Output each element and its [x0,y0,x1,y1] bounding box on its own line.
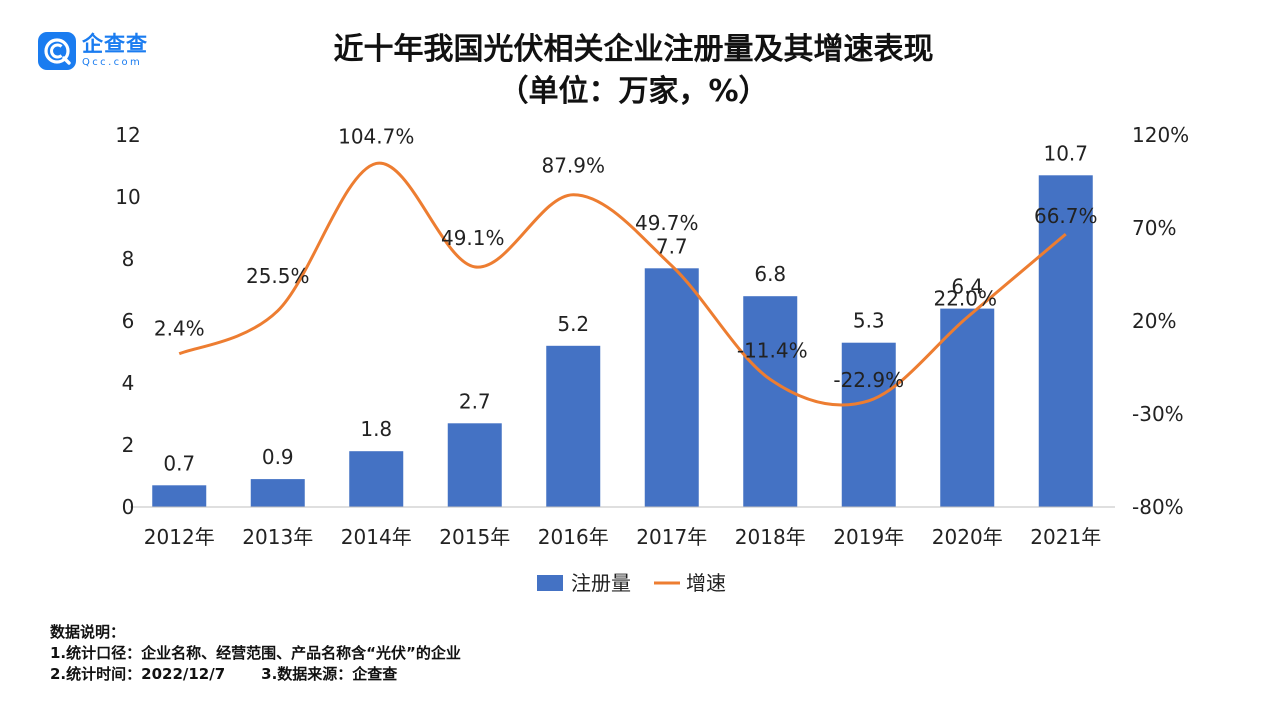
x-category-tick: 2018年 [735,525,806,549]
growth-value-label: 87.9% [541,154,605,178]
x-category-tick: 2012年 [144,525,215,549]
brand-logo: 企查查 Qcc.com [38,30,148,72]
legend-line-label: 增速 [686,571,726,595]
bar-value-label: 7.7 [656,234,688,258]
bar-value-label: 0.7 [163,451,195,475]
bar-2018年 [743,296,798,507]
growth-line [178,161,1067,407]
notes-source: 3.数据来源：企查查 [261,665,398,683]
y-right-tick: -30% [1132,402,1184,426]
bar-2017年 [644,268,699,507]
y-left-tick: 6 [122,309,135,333]
growth-value-label: 104.7% [338,124,414,148]
growth-value-label: 2.4% [154,317,205,341]
growth-value-label: 66.7% [1034,204,1098,228]
legend-bar-label: 注册量 [571,571,631,595]
y-right-tick: 70% [1132,216,1176,240]
x-category-tick: 2016年 [538,525,609,549]
x-category-tick: 2013年 [242,525,313,549]
y-left-tick: 10 [115,185,140,209]
y-left-tick: 0 [122,495,135,519]
bar-2019年 [841,342,896,507]
bar-2021年 [1038,175,1093,508]
bar-2013年 [250,479,305,507]
notes-heading: 数据说明： [50,623,126,641]
y-left-tick: 2 [122,433,135,457]
y-right-tick: -80% [1132,495,1184,519]
bar-2014年 [349,451,404,507]
x-category-tick: 2021年 [1030,525,1101,549]
growth-value-label: 49.1% [441,226,505,250]
growth-value-label: -11.4% [737,338,808,362]
notes-date: 2.统计时间：2022/12/7 [50,665,226,683]
bar-value-label: 10.7 [1043,141,1088,165]
bar-2015年 [447,423,502,507]
chart-title: 近十年我国光伏相关企业注册量及其增速表现 [333,32,934,67]
y-left-tick: 8 [122,247,135,271]
y-right-tick: 120% [1132,123,1189,147]
x-category-tick: 2014年 [341,525,412,549]
bar-value-label: 6.8 [754,262,786,286]
bar-2020年 [940,308,995,507]
growth-value-label: 22.0% [933,286,997,310]
x-category-tick: 2019年 [833,525,904,549]
bar-value-label: 2.7 [459,389,491,413]
bar-2012年 [152,485,207,507]
growth-value-label: 49.7% [635,211,699,235]
bar-value-label: 5.2 [557,312,589,336]
y-left-tick: 4 [122,371,135,395]
bar-2016年 [546,345,601,507]
bar-value-label: 6.4 [951,275,983,299]
bar-value-label: 1.8 [360,417,392,441]
x-category-tick: 2020年 [932,525,1003,549]
y-right-tick: 20% [1132,309,1176,333]
bar-value-label: 5.3 [853,309,885,333]
qcc-logo-glyph [44,38,71,65]
x-category-tick: 2015年 [439,525,510,549]
brand-name: 企查查 [82,32,148,56]
growth-value-label: -22.9% [833,368,904,392]
x-category-tick: 2017年 [636,525,707,549]
legend-bar-swatch [537,575,563,591]
growth-value-label: 25.5% [246,264,310,288]
data-notes: 数据说明： 1.统计口径：企业名称、经营范围、产品名称含“光伏”的企业 2.统计… [50,622,461,685]
bar-value-label: 0.9 [262,445,294,469]
chart-subtitle: （单位：万家，%） [498,74,769,109]
notes-scope: 1.统计口径：企业名称、经营范围、产品名称含“光伏”的企业 [50,644,461,662]
y-left-tick: 12 [115,123,140,147]
qcc-logo-icon [38,32,76,70]
brand-domain: Qcc.com [82,57,143,68]
